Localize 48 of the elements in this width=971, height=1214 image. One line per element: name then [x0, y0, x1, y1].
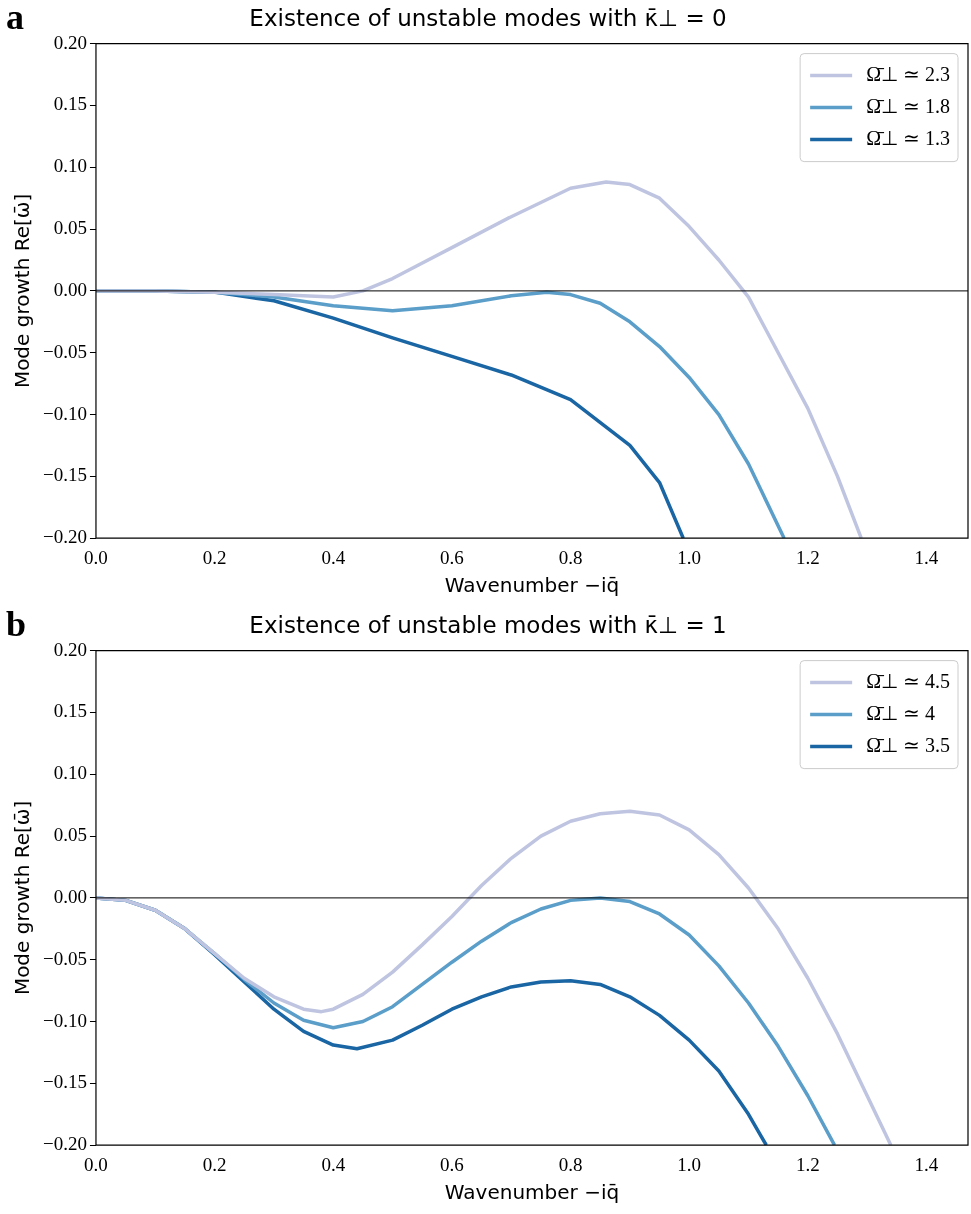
- text: a: [6, 0, 24, 38]
- legend-label: Ω̄⊥ ≃ 4.5: [866, 669, 951, 692]
- y-tick-label: 0.20: [53, 638, 87, 660]
- y-tick-label: −0.10: [43, 1009, 87, 1031]
- legend-label: Ω̄⊥ ≃ 2.3: [866, 62, 951, 85]
- x-tick-label: 0.0: [84, 546, 108, 568]
- x-tick-label: 1.2: [795, 1153, 820, 1175]
- x-tick-label: 0.2: [202, 1153, 227, 1175]
- x-tick-label: 0.4: [321, 546, 346, 568]
- chart-title: Existence of unstable modes with κ̄⊥ = 0: [249, 4, 727, 31]
- x-tick-label: 0.6: [440, 1153, 464, 1175]
- legend-label: Ω̄⊥ ≃ 3.5: [866, 733, 951, 756]
- y-tick-label: −0.15: [43, 464, 87, 486]
- y-tick-label: 0.00: [53, 885, 87, 907]
- y-tick-label: 0.15: [53, 700, 87, 722]
- x-tick-label: 0.8: [558, 1153, 583, 1175]
- x-axis-title: Wavenumber −iq̄: [444, 1180, 620, 1205]
- y-tick-label: 0.05: [53, 824, 87, 846]
- y-tick-label: 0.20: [53, 31, 87, 53]
- y-axis-title: Mode growth Re[ω̄]: [10, 800, 35, 996]
- x-tick-label: 0.4: [321, 1153, 346, 1175]
- y-tick-label: −0.15: [43, 1071, 87, 1093]
- x-tick-label: 1.0: [677, 1153, 702, 1175]
- y-axis-title: Mode growth Re[ω̄]: [10, 193, 35, 389]
- y-tick-label: 0.05: [53, 217, 87, 239]
- x-tick-label: 0.6: [440, 546, 464, 568]
- x-tick-label: 0.8: [558, 546, 583, 568]
- y-tick-label: 0.15: [53, 93, 87, 115]
- x-tick-label: 1.4: [914, 1153, 939, 1175]
- x-tick-label: 0.0: [84, 1153, 108, 1175]
- y-tick-label: 0.10: [53, 762, 87, 784]
- legend-label: Ω̄⊥ ≃ 4: [866, 701, 936, 724]
- y-tick-label: −0.10: [43, 402, 87, 424]
- y-tick-label: −0.05: [43, 340, 87, 362]
- chart-title: Existence of unstable modes with κ̄⊥ = 1: [249, 611, 727, 638]
- x-tick-label: 0.2: [202, 546, 227, 568]
- x-tick-label: 1.2: [795, 546, 820, 568]
- x-axis-title: Wavenumber −iq̄: [444, 573, 620, 598]
- x-tick-label: 1.0: [677, 546, 702, 568]
- y-tick-label: −0.20: [43, 1133, 87, 1155]
- y-tick-label: 0.00: [53, 278, 87, 300]
- legend-label: Ω̄⊥ ≃ 1.3: [866, 126, 951, 149]
- x-tick-label: 1.4: [914, 546, 939, 568]
- legend-label: Ω̄⊥ ≃ 1.8: [866, 94, 951, 117]
- text: b: [6, 604, 27, 645]
- y-tick-label: −0.20: [43, 526, 87, 548]
- y-tick-label: −0.05: [43, 947, 87, 969]
- y-tick-label: 0.10: [53, 155, 87, 177]
